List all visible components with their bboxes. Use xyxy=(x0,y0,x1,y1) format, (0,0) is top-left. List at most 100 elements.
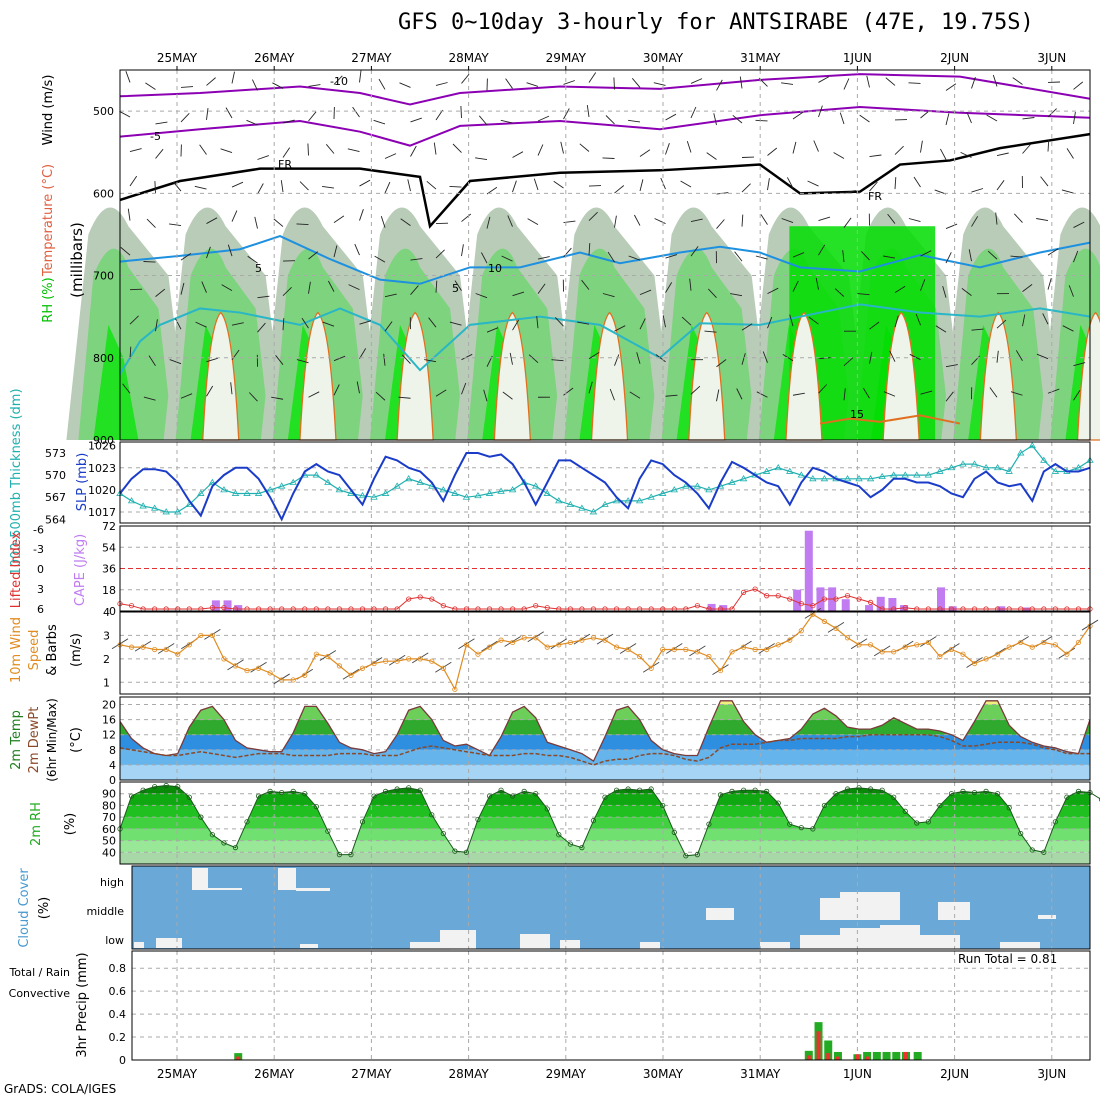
wind-barb xyxy=(807,180,819,187)
surface-wind-barb xyxy=(827,622,845,633)
data-point xyxy=(544,605,550,611)
wind-barb xyxy=(755,255,768,260)
data-point xyxy=(452,848,458,854)
panel-frame xyxy=(119,611,1091,695)
data-point xyxy=(717,792,724,798)
data-point xyxy=(498,637,504,643)
rh-tick: 70 xyxy=(102,811,116,824)
wind-barb xyxy=(435,82,448,86)
data-point xyxy=(313,651,319,657)
wind-barb xyxy=(920,250,932,257)
wind-barb xyxy=(528,354,539,364)
cloud-block xyxy=(840,892,900,920)
date-label-bottom: 31MAY xyxy=(740,1067,781,1081)
surface-wind-barb xyxy=(504,636,521,647)
wind-barb xyxy=(148,355,156,366)
wind-barb xyxy=(127,208,131,221)
data-point xyxy=(660,646,666,653)
wind-barb xyxy=(333,384,340,396)
dry-column xyxy=(590,311,629,441)
wind-barb xyxy=(781,82,794,85)
wind-barb xyxy=(129,315,139,325)
wind-barb xyxy=(579,143,590,152)
wind-barb xyxy=(942,285,947,298)
data-point xyxy=(1064,651,1070,657)
wind-barb xyxy=(227,244,233,257)
slp-tick: 1020 xyxy=(88,484,116,497)
data-point xyxy=(971,789,978,796)
data-point xyxy=(463,642,470,648)
wind-barb xyxy=(986,114,998,122)
date-label-top: 25MAY xyxy=(157,51,198,65)
data-point xyxy=(810,603,816,609)
data-point xyxy=(521,635,527,641)
data-point xyxy=(325,653,331,660)
date-label-bottom: 1JUN xyxy=(843,1067,872,1081)
wind-barb xyxy=(813,140,819,152)
temperature-axis-label: Temperature (°C) xyxy=(41,164,56,277)
wind-barb xyxy=(869,181,878,192)
data-point xyxy=(867,786,874,792)
data-point xyxy=(798,825,804,831)
data-point xyxy=(336,852,343,858)
wind-barb xyxy=(792,141,797,154)
wind-barb xyxy=(435,109,444,121)
wind-barb xyxy=(686,140,692,153)
data-point xyxy=(1074,463,1083,471)
data-point xyxy=(302,791,308,797)
data-point xyxy=(762,467,771,474)
data-point xyxy=(232,844,239,851)
wind10-axis-label-3: & Barbs xyxy=(45,624,60,676)
data-point xyxy=(590,818,597,824)
cape-tick: 0 xyxy=(109,605,116,618)
wind-barb xyxy=(180,86,194,88)
wind-barb xyxy=(206,217,218,224)
wind-speed-tick: 4 xyxy=(103,606,110,619)
wind-barb xyxy=(454,280,462,291)
wind-barb xyxy=(1010,391,1023,396)
data-point xyxy=(867,599,874,605)
wind-barb xyxy=(1012,77,1023,85)
data-point xyxy=(993,463,1002,471)
data-point xyxy=(440,603,446,609)
wind-barb xyxy=(478,115,488,126)
data-point xyxy=(462,493,471,500)
wind-barb xyxy=(860,250,870,261)
rh2m-area xyxy=(120,785,1090,864)
wind-barb xyxy=(280,180,284,193)
data-point xyxy=(891,649,897,655)
wind-barb xyxy=(613,77,615,90)
data-point xyxy=(970,460,979,467)
wind-barb xyxy=(920,390,933,395)
wind-barb xyxy=(588,243,591,256)
cloud-block xyxy=(560,940,580,949)
wind-barb xyxy=(862,387,870,399)
lifted-index-line xyxy=(119,588,1090,610)
surface-wind-barb xyxy=(666,643,683,654)
cloud-block xyxy=(440,930,476,949)
run-total-label: Run Total = 0.81 xyxy=(958,952,1058,966)
temp-axis-label: 2m Temp xyxy=(9,710,24,770)
data-point xyxy=(693,482,702,489)
data-point xyxy=(521,788,527,794)
wind-barb xyxy=(1022,144,1031,154)
wind-barb xyxy=(834,288,845,297)
precip-total-bar xyxy=(863,1051,872,1060)
wind-barb xyxy=(400,218,411,226)
data-point xyxy=(659,489,667,496)
data-point xyxy=(879,787,885,793)
data-point xyxy=(139,502,147,509)
cape-bar xyxy=(211,600,220,611)
wind-barb xyxy=(502,391,513,400)
data-point xyxy=(1028,441,1036,449)
wind-barb xyxy=(169,223,182,227)
date-label-top: 27MAY xyxy=(351,51,392,65)
wind-barb xyxy=(129,175,138,187)
wind-barb xyxy=(308,84,321,87)
wind-barb xyxy=(435,389,447,397)
wind-barb xyxy=(449,321,462,326)
wind-barb xyxy=(681,316,692,326)
data-point xyxy=(589,508,598,515)
data-point xyxy=(417,787,423,793)
wind-barb xyxy=(665,282,673,293)
